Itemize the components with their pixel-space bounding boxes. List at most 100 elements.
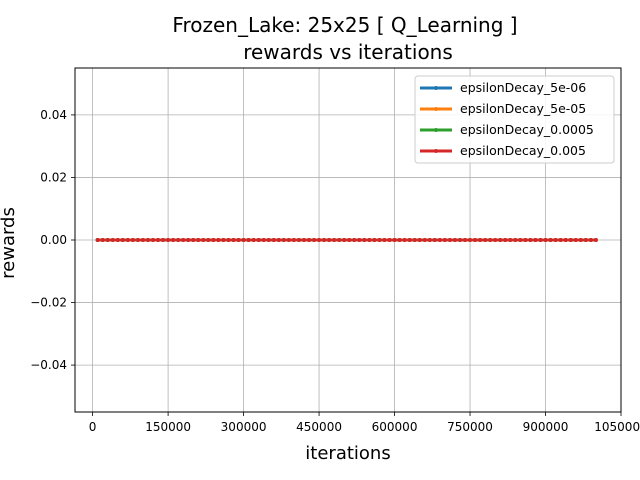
data-point [347,238,352,242]
legend-label: epsilonDecay_5e-06 [460,80,586,95]
chart-subtitle: rewards vs iterations [243,40,453,64]
data-point [417,238,422,242]
legend-marker [434,86,438,90]
x-tick-label: 0 [89,420,97,434]
data-point [543,238,548,242]
x-tick-label: 1050000 [594,420,640,434]
x-tick-label: 600000 [372,420,418,434]
data-point [578,238,583,242]
data-point [231,238,236,242]
data-point [513,238,518,242]
series-lines [95,238,598,242]
data-point [518,238,523,242]
data-point [156,238,161,242]
data-point [256,238,261,242]
data-point [553,238,558,242]
data-point [568,238,573,242]
data-point [337,238,342,242]
legend-item: epsilonDecay_0.005 [420,143,586,158]
data-point [473,238,478,242]
legend-item: epsilonDecay_0.0005 [420,122,594,137]
data-point [357,238,362,242]
data-point [382,238,387,242]
legend-item: epsilonDecay_5e-06 [420,80,586,95]
data-point [463,238,467,242]
data-point [468,238,473,242]
data-point [442,238,447,242]
data-point [402,238,407,242]
x-tick-label: 300000 [221,420,267,434]
data-point [291,238,296,242]
data-point [588,238,593,242]
data-point [397,238,402,242]
data-point [367,238,372,242]
data-point [211,238,216,242]
data-point [140,238,145,242]
data-point [312,238,317,242]
data-point [332,238,337,242]
data-point [236,238,241,242]
data-point [377,238,382,242]
y-axis-label: rewards [0,207,19,279]
data-point [488,238,493,242]
data-point [548,238,553,242]
tick-labels: 0 150000 300000 450000 600000 750000 900000 105… [30,108,640,434]
data-point [266,238,271,242]
y-tick-label: 0.02 [40,170,67,184]
series-epsilonDecay_0.005 [95,238,598,242]
data-point [226,238,231,242]
data-point [110,238,115,242]
data-point [307,238,311,242]
data-point [498,238,503,242]
data-point [166,238,171,242]
data-point [317,238,322,242]
data-point [251,238,256,242]
data-point [573,238,578,242]
data-point [503,238,508,242]
legend-label: epsilonDecay_0.0005 [460,122,594,137]
data-point [528,238,533,242]
y-tick-label: 0.00 [40,233,67,247]
data-point [271,238,276,242]
x-tick-label: 150000 [145,420,191,434]
data-point [483,238,488,242]
data-point [261,238,266,242]
legend: epsilonDecay_5e-06 epsilonDecay_5e-05epsi… [414,75,615,164]
y-tick-label: 0.04 [40,108,67,122]
data-point [191,238,196,242]
legend-box [414,75,615,164]
data-point [105,238,110,242]
data-point [135,238,140,242]
data-point [151,238,155,242]
data-point [593,238,598,242]
data-point [457,238,462,242]
x-tick-label: 900000 [523,420,569,434]
data-point [342,238,347,242]
data-point [206,238,211,242]
data-point [508,238,513,242]
legend-marker [434,149,438,153]
data-point [95,238,100,242]
data-point [145,238,150,242]
data-point [100,238,105,242]
data-point [493,238,498,242]
data-point [563,238,568,242]
legend-marker [434,128,438,132]
data-point [432,238,437,242]
x-tick-label: 750000 [447,420,493,434]
data-point [558,238,563,242]
data-point [246,238,251,242]
data-point [362,238,367,242]
data-point [296,238,301,242]
data-point [241,238,246,242]
data-point [322,238,327,242]
data-point [281,238,286,242]
legend-item: epsilonDecay_5e-05 [420,101,586,116]
x-tick-label: 450000 [296,420,342,434]
data-point [478,238,483,242]
data-point [327,238,332,242]
legend-marker [434,107,438,111]
data-point [352,238,357,242]
data-point [452,238,457,242]
